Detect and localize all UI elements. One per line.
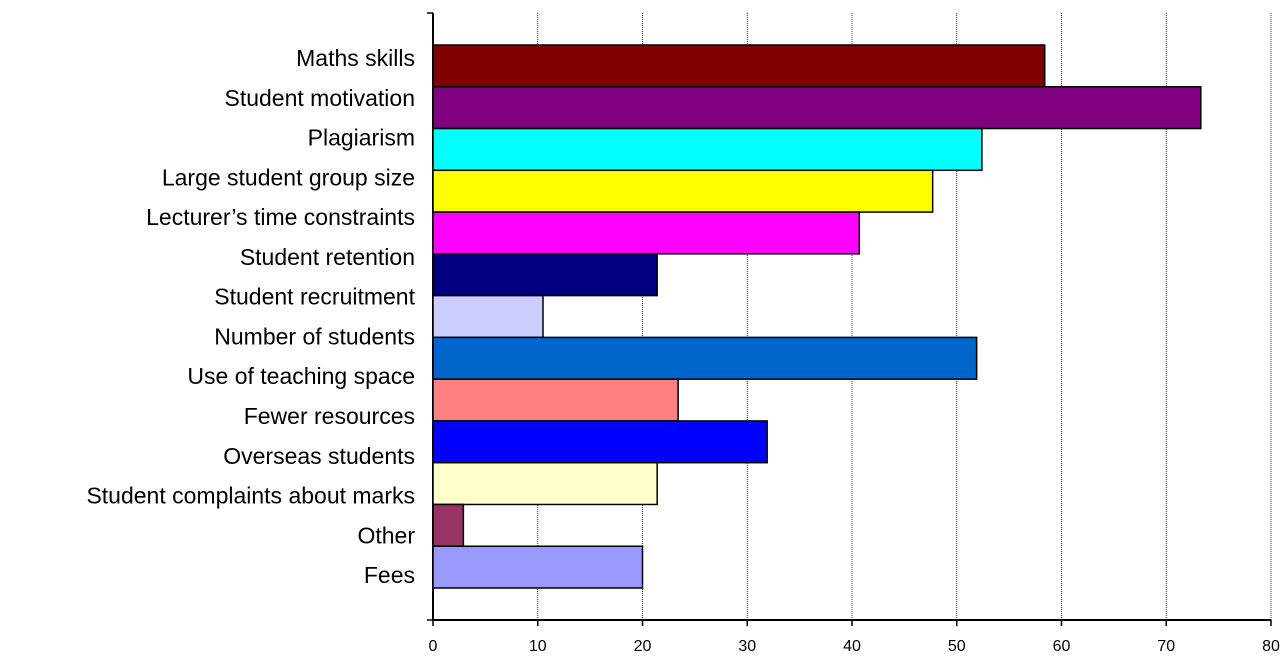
x-tick-label: 30 [738,638,756,655]
bar [432,336,978,380]
x-tick-label: 50 [948,638,966,655]
bar [432,211,861,255]
bar [432,461,658,506]
category-label: Student complaints about marks [86,483,415,509]
x-tick-label: 10 [529,638,547,655]
category-label: Number of students [214,323,415,349]
bar [432,127,983,172]
bar [432,44,1046,88]
x-tick-label: 20 [634,638,652,655]
x-tick-label: 80 [1262,638,1280,655]
category-label: Large student group size [162,164,415,190]
bar [432,169,934,213]
category-label: Fewer resources [244,403,415,429]
category-label: Student motivation [224,85,415,111]
x-tick-label: 0 [429,638,438,655]
bar [432,545,644,589]
x-tick-label: 60 [1053,638,1071,655]
category-label: Use of teaching space [187,363,415,389]
x-tick-label: 70 [1157,638,1175,655]
category-label: Other [357,522,415,548]
category-label: Maths skills [296,45,415,71]
category-label: Fees [364,562,415,588]
bar [432,378,679,422]
category-label: Student recruitment [214,284,415,310]
bar [432,253,658,297]
bar [432,86,1202,130]
bar [432,420,768,464]
category-label: Student retention [240,244,415,270]
x-tick-label: 40 [843,638,861,655]
bar [432,294,544,339]
category-label: Plagiarism [308,125,415,151]
category-label: Lecturer’s time constraints [146,204,415,230]
bar [432,503,465,547]
category-label: Overseas students [223,443,415,469]
